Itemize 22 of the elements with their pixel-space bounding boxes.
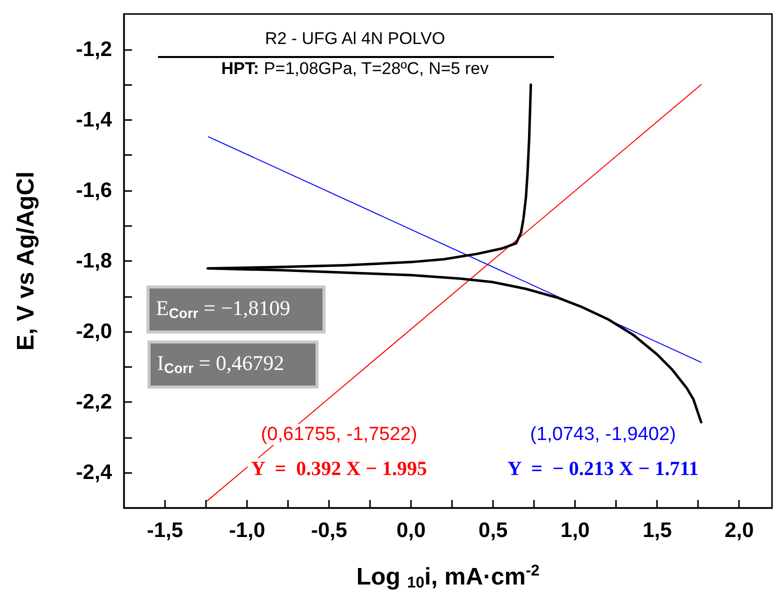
text: R2 - UFG Al 4N POLVO <box>264 29 446 48</box>
y-tick-label: -1,2 <box>76 38 112 61</box>
x-tick-label: 2,0 <box>724 519 754 542</box>
x-tick-label: -1,5 <box>146 519 184 542</box>
annotation: (1,0743, -1,9402) <box>530 424 676 445</box>
x-tick-label: -1,0 <box>228 519 266 542</box>
series-label: Y = 0.392 X − 1.995 <box>251 458 427 480</box>
annotation: (0,61755, -1,7522) <box>260 424 418 445</box>
text: HPT: P=1,08GPa, T=28ºC, N=5 rev <box>221 59 490 78</box>
y-tick-label: -2,0 <box>76 320 112 344</box>
y-tick-label: -1,8 <box>76 250 112 272</box>
x-tick-label: 0,0 <box>396 519 426 542</box>
y-tick-label: -1,6 <box>76 178 112 202</box>
x-tick-label: 0,5 <box>478 519 508 542</box>
x-tick-label: 1,0 <box>560 519 590 542</box>
y-axis-title: E, V vs Ag/AgCl <box>12 171 40 351</box>
y-tick-label: -2,4 <box>76 461 112 484</box>
y-tick-label: -1,4 <box>76 108 112 132</box>
y-tick-label: -2,2 <box>76 390 112 414</box>
x-tick-label: 1,5 <box>642 519 672 542</box>
text: Y = − 0.213 X − 1.711 <box>507 458 699 480</box>
x-tick-label: -0,5 <box>310 519 348 542</box>
